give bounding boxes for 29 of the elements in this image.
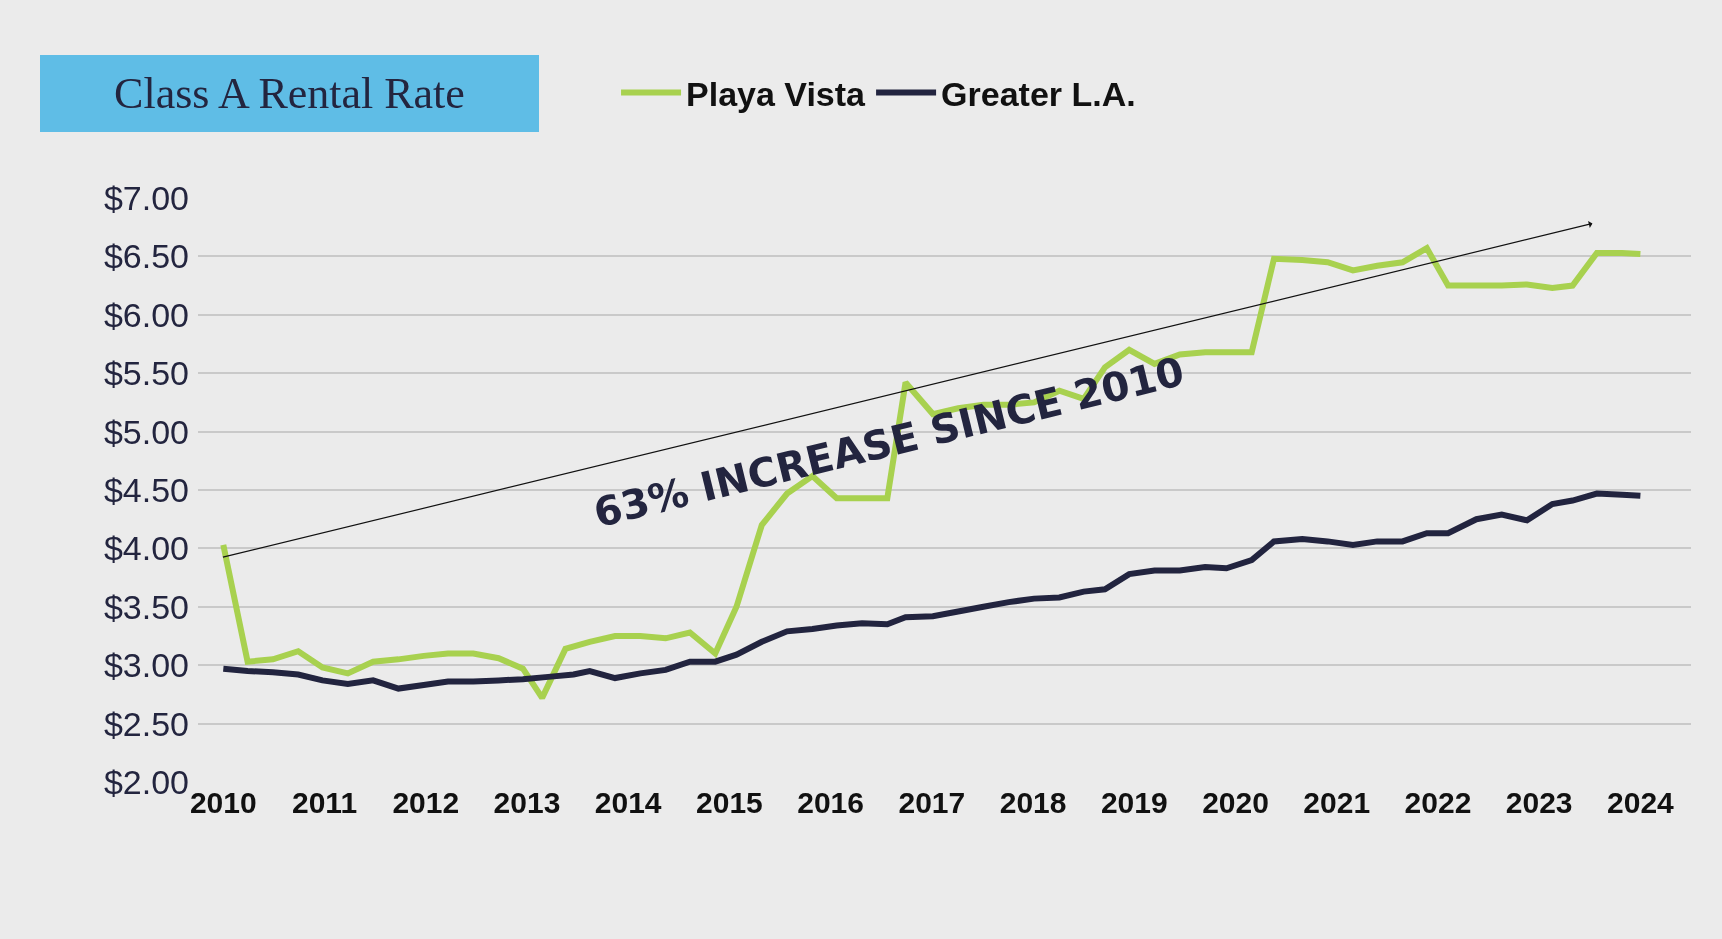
x-tick-label: 2012 bbox=[392, 786, 460, 819]
x-tick-label: 2024 bbox=[1607, 786, 1675, 819]
y-tick-label: $6.50 bbox=[103, 237, 189, 276]
y-tick-label: $4.00 bbox=[103, 529, 189, 568]
legend-label: Playa Vista bbox=[686, 74, 867, 113]
x-tick-label: 2023 bbox=[1505, 786, 1573, 819]
y-tick-label: $3.50 bbox=[103, 587, 189, 626]
y-tick-label: $7.00 bbox=[103, 178, 189, 217]
x-tick-label: 2020 bbox=[1202, 786, 1269, 819]
y-tick-label: $2.00 bbox=[103, 762, 189, 801]
y-tick-label: $4.50 bbox=[103, 470, 189, 509]
x-tick-label: 2010 bbox=[189, 786, 257, 819]
y-tick-label: $5.00 bbox=[103, 412, 189, 451]
x-tick-label: 2015 bbox=[696, 786, 763, 819]
x-tick-label: 2017 bbox=[898, 786, 966, 819]
x-tick-label: 2013 bbox=[493, 786, 561, 819]
x-tick-label: 2014 bbox=[594, 786, 662, 819]
y-tick-label: $3.00 bbox=[103, 646, 189, 685]
y-tick-label: $2.50 bbox=[103, 704, 189, 743]
y-tick-label: $6.00 bbox=[103, 295, 189, 334]
y-tick-label: $5.50 bbox=[103, 354, 189, 393]
x-tick-label: 2011 bbox=[291, 786, 358, 819]
legend-label: Greater L.A. bbox=[941, 74, 1136, 113]
chart-title: Class A Rental Rate bbox=[40, 55, 539, 132]
x-tick-label: 2018 bbox=[999, 786, 1067, 819]
x-tick-label: 2022 bbox=[1404, 786, 1472, 819]
x-tick-label: 2019 bbox=[1100, 786, 1168, 819]
x-tick-label: 2016 bbox=[797, 786, 865, 819]
x-tick-label: 2021 bbox=[1303, 786, 1371, 819]
